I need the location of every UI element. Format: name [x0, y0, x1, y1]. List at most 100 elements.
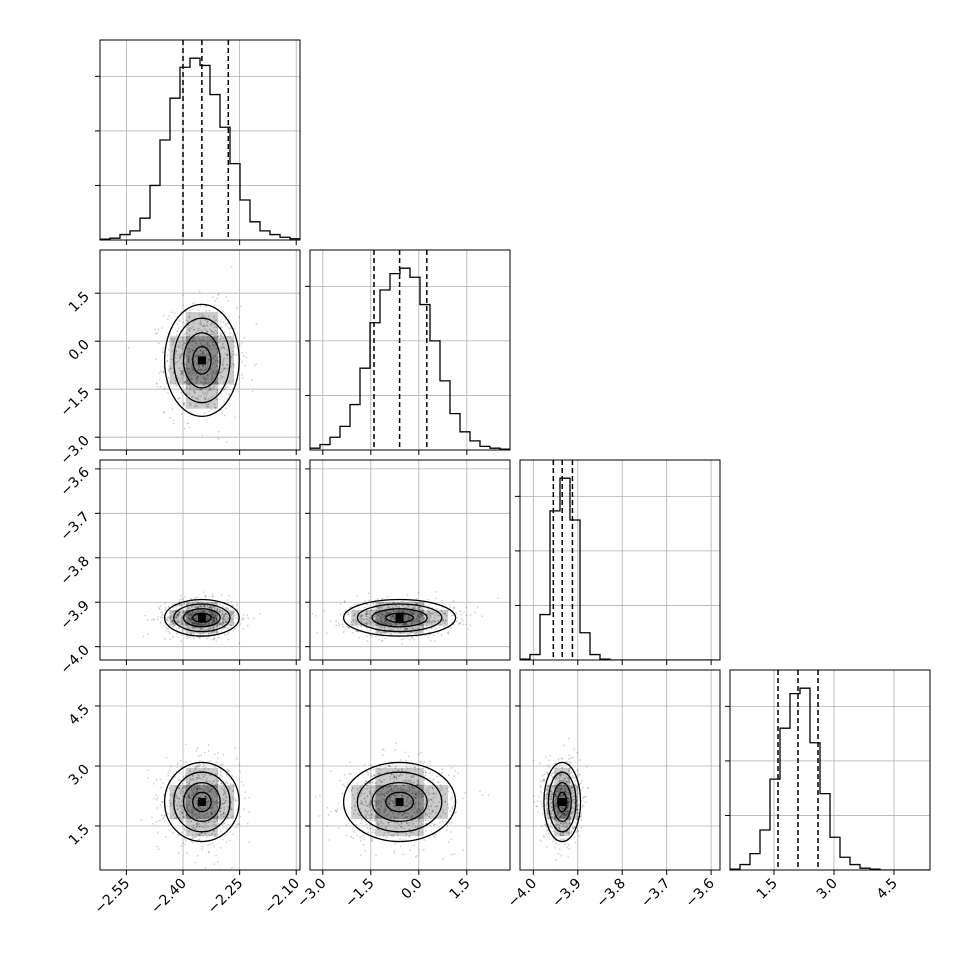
sample-point: [220, 782, 223, 785]
sample-point: [402, 637, 405, 640]
sample-point: [383, 617, 386, 620]
sample-point: [405, 779, 408, 782]
sample-point: [190, 837, 192, 840]
sample-point: [361, 617, 363, 620]
sample-point: [190, 385, 193, 387]
sample-point: [363, 838, 365, 841]
sample-point: [390, 834, 393, 836]
sample-point: [197, 398, 200, 401]
sample-point: [414, 801, 417, 804]
sample-point: [319, 794, 321, 797]
sample-point: [216, 341, 219, 344]
sample-point: [210, 329, 213, 332]
sample-point: [445, 614, 448, 617]
sample-point: [405, 765, 408, 768]
sample-point: [187, 361, 190, 364]
sample-point: [208, 628, 211, 630]
sample-point: [193, 354, 196, 357]
sample-point: [418, 820, 420, 822]
sample-point: [216, 348, 219, 351]
sample-point: [196, 344, 199, 347]
sample-point: [416, 784, 419, 787]
sample-point: [374, 782, 377, 784]
sample-point: [196, 812, 199, 815]
sample-point: [393, 775, 396, 778]
sample-point: [190, 632, 192, 635]
sample-point: [464, 791, 467, 794]
sample-point: [203, 384, 206, 386]
sample-point: [211, 621, 214, 624]
sample-point: [213, 819, 216, 822]
sample-point: [445, 829, 448, 832]
sample-point: [186, 607, 189, 610]
sample-point: [380, 780, 383, 783]
sample-point: [407, 812, 410, 815]
sample-point: [384, 766, 387, 769]
sample-point: [220, 411, 223, 414]
sample-point: [203, 623, 206, 626]
sample-point: [381, 748, 384, 750]
sample-point: [397, 806, 400, 809]
sample-point: [174, 799, 176, 802]
sample-point: [210, 408, 213, 411]
sample-point: [225, 834, 227, 837]
sample-point: [457, 772, 459, 775]
sample-point: [426, 598, 429, 601]
sample-point: [419, 809, 421, 812]
sample-point: [385, 621, 388, 624]
sample-point: [189, 811, 192, 814]
sample-point: [402, 622, 405, 625]
sample-point: [417, 615, 420, 617]
sample-point: [417, 782, 420, 785]
sample-point: [197, 805, 200, 808]
sample-point: [413, 605, 416, 608]
sample-point: [188, 356, 190, 359]
sample-point: [207, 617, 210, 620]
sample-point: [417, 592, 420, 594]
sample-point: [199, 806, 202, 809]
sample-point: [346, 611, 349, 614]
sample-point: [222, 799, 225, 801]
sample-point: [206, 366, 209, 369]
sample-point: [412, 831, 415, 834]
sample-point: [186, 320, 189, 323]
sample-point: [383, 626, 386, 628]
sample-point: [202, 789, 205, 792]
sample-point: [242, 618, 245, 621]
sample-point: [423, 760, 426, 763]
sample-point: [443, 625, 446, 628]
sample-point: [217, 779, 220, 782]
sample-point: [429, 772, 432, 774]
sample-point: [219, 771, 222, 773]
sample-point: [230, 266, 233, 269]
sample-point: [216, 783, 219, 786]
sample-point: [433, 640, 436, 643]
sample-point: [242, 355, 245, 358]
sample-point: [212, 296, 214, 299]
sample-point: [193, 361, 196, 364]
sample-point: [408, 785, 411, 788]
sample-point: [206, 788, 209, 791]
sample-point: [416, 607, 419, 610]
sample-point: [203, 369, 206, 372]
sample-point: [225, 296, 228, 298]
sample-point: [385, 619, 387, 622]
sample-point: [452, 607, 455, 610]
sample-point: [202, 315, 205, 318]
sample-point: [217, 773, 219, 775]
sample-point: [208, 616, 211, 619]
sample-point: [182, 321, 185, 324]
sample-point: [217, 335, 219, 338]
sample-point: [177, 614, 179, 617]
sample-point: [214, 329, 217, 332]
sample-point: [378, 602, 381, 605]
sample-point: [214, 355, 217, 357]
sample-point: [226, 367, 228, 370]
sample-point: [377, 790, 380, 793]
sample-point: [402, 604, 404, 607]
histogram-step: [310, 267, 510, 450]
sample-point: [206, 374, 209, 377]
sample-point: [235, 354, 238, 357]
sample-point: [192, 369, 195, 372]
sample-point: [179, 598, 182, 601]
